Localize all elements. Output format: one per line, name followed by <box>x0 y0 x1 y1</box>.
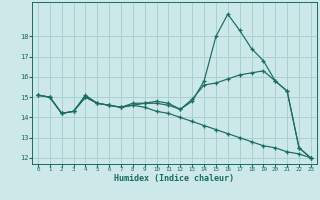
X-axis label: Humidex (Indice chaleur): Humidex (Indice chaleur) <box>115 174 234 183</box>
